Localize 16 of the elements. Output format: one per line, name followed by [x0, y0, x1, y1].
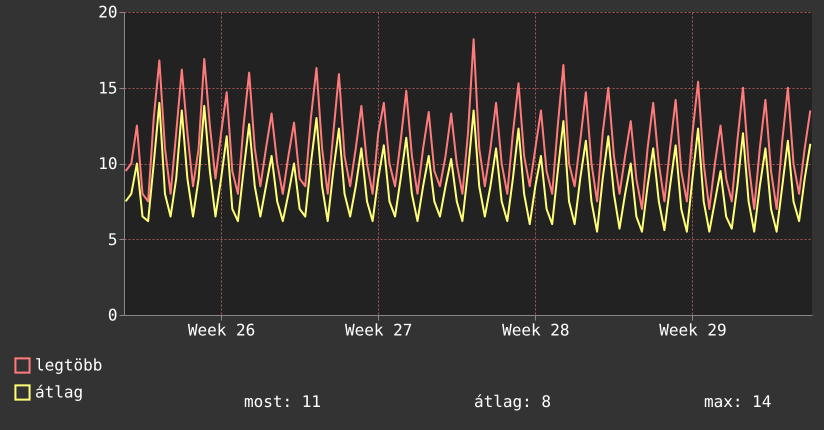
- y-tick-label: 20: [98, 2, 118, 22]
- line-series: [124, 102, 812, 233]
- legend-label: átlag: [35, 382, 84, 402]
- line-series: [124, 38, 812, 210]
- y-tick-label: 0: [108, 306, 118, 324]
- y-tick-label: 5: [108, 230, 118, 249]
- x-tick-label: Week 26: [188, 320, 256, 340]
- y-tick-label: 10: [98, 154, 118, 173]
- x-tick-label: Week 27: [344, 320, 412, 340]
- x-tick-label: Week 29: [659, 320, 727, 340]
- text: most: 11: [244, 392, 322, 411]
- text: max: 14: [704, 392, 772, 411]
- text: átlag: 8: [474, 392, 552, 411]
- legend-label: legtöbb: [35, 356, 102, 374]
- y-tick-label: 15: [98, 78, 118, 98]
- x-tick-label: Week 28: [502, 320, 570, 340]
